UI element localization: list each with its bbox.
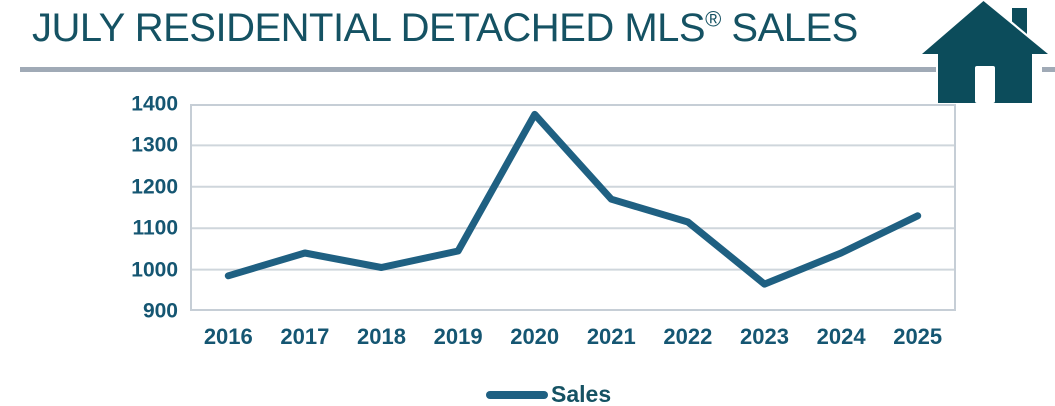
y-tick-label-1400: 1400 bbox=[131, 92, 178, 116]
x-tick-label-2025: 2025 bbox=[893, 324, 943, 349]
sales-series-line bbox=[224, 110, 922, 288]
y-tick-label-900: 900 bbox=[142, 299, 178, 323]
gridlines bbox=[190, 104, 956, 311]
x-tick-label-2016: 2016 bbox=[203, 324, 253, 349]
page-title: JULY RESIDENTIAL DETACHED MLS® SALES bbox=[32, 6, 858, 51]
y-tick-label-1300: 1300 bbox=[131, 133, 178, 157]
x-tick-label-2020: 2020 bbox=[510, 324, 560, 349]
house-door bbox=[975, 66, 995, 103]
title-separator-right bbox=[1042, 67, 1055, 72]
house-roof bbox=[922, 1, 1048, 54]
plot-area bbox=[190, 104, 956, 311]
x-tick-label-2018: 2018 bbox=[357, 324, 406, 349]
x-tick-label-2023: 2023 bbox=[740, 324, 789, 349]
house-icon bbox=[922, 1, 1048, 103]
x-tick-label-2019: 2019 bbox=[433, 324, 483, 349]
page-title-main: JULY RESIDENTIAL DETACHED MLS bbox=[32, 6, 706, 50]
house-chimney bbox=[1012, 8, 1027, 34]
plot-border bbox=[190, 104, 956, 311]
x-tick-label-2021: 2021 bbox=[586, 324, 636, 349]
y-tick-label-1200: 1200 bbox=[131, 175, 178, 199]
chart-legend: Sales bbox=[486, 383, 611, 406]
y-tick-label-1100: 1100 bbox=[132, 216, 178, 240]
y-tick-label-1000: 1000 bbox=[131, 258, 178, 282]
legend-label: Sales bbox=[551, 381, 612, 406]
x-tick-label-2017: 2017 bbox=[280, 324, 330, 349]
page-title-suffix: SALES bbox=[720, 6, 858, 50]
registered-trademark-symbol: ® bbox=[705, 6, 721, 32]
x-tick-label-2024: 2024 bbox=[816, 324, 866, 349]
x-tick-label-2022: 2022 bbox=[663, 324, 713, 349]
title-separator-left bbox=[20, 67, 936, 72]
legend-line-swatch bbox=[486, 390, 548, 399]
